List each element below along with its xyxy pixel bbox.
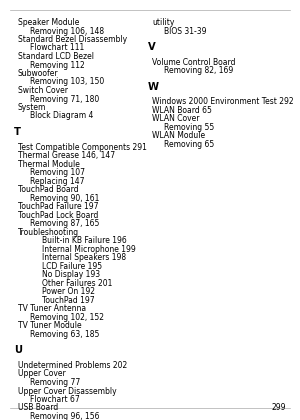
Text: Removing 82, 169: Removing 82, 169	[164, 66, 233, 75]
Text: LCD Failure 195: LCD Failure 195	[42, 262, 102, 271]
Text: Switch Cover: Switch Cover	[18, 86, 68, 95]
Text: System: System	[18, 103, 46, 112]
Text: Windows 2000 Environment Test 292: Windows 2000 Environment Test 292	[152, 97, 294, 107]
Text: TouchPad Failure 197: TouchPad Failure 197	[18, 202, 98, 211]
Text: Thermal Module: Thermal Module	[18, 160, 80, 169]
Text: Internal Microphone 199: Internal Microphone 199	[42, 245, 136, 254]
Text: Removing 87, 165: Removing 87, 165	[30, 219, 99, 228]
Text: Block Diagram 4: Block Diagram 4	[30, 111, 93, 121]
Text: USB Board: USB Board	[18, 404, 58, 412]
Text: TouchPad Lock Board: TouchPad Lock Board	[18, 211, 98, 220]
Text: Removing 96, 156: Removing 96, 156	[30, 412, 100, 420]
Text: Upper Cover Disassembly: Upper Cover Disassembly	[18, 386, 117, 396]
Text: WLAN Board 65: WLAN Board 65	[152, 106, 212, 115]
Text: Power On 192: Power On 192	[42, 287, 95, 296]
Text: Standard LCD Bezel: Standard LCD Bezel	[18, 52, 94, 61]
Text: V: V	[148, 42, 156, 52]
Text: W: W	[148, 82, 159, 92]
Text: T: T	[14, 127, 21, 137]
Text: Volume Control Board: Volume Control Board	[152, 58, 236, 67]
Text: TouchPad Board: TouchPad Board	[18, 185, 79, 194]
Text: Removing 112: Removing 112	[30, 60, 85, 69]
Text: utility: utility	[152, 18, 174, 27]
Text: Subwoofer: Subwoofer	[18, 69, 58, 78]
Text: Undetermined Problems 202: Undetermined Problems 202	[18, 361, 127, 370]
Text: Flowchart 111: Flowchart 111	[30, 44, 84, 52]
Text: Built-in KB Failure 196: Built-in KB Failure 196	[42, 236, 127, 245]
Text: Removing 71, 180: Removing 71, 180	[30, 94, 99, 103]
Text: TV Tuner Module: TV Tuner Module	[18, 321, 82, 330]
Text: Removing 90, 161: Removing 90, 161	[30, 194, 99, 203]
Text: Removing 55: Removing 55	[164, 123, 214, 132]
Text: Removing 77: Removing 77	[30, 378, 80, 387]
Text: Speaker Module: Speaker Module	[18, 18, 80, 27]
Text: Flowchart 67: Flowchart 67	[30, 395, 80, 404]
Text: Standard Bezel Disassembly: Standard Bezel Disassembly	[18, 35, 127, 44]
Text: TV Tuner Antenna: TV Tuner Antenna	[18, 304, 86, 313]
Text: 299: 299	[272, 403, 286, 412]
Text: TouchPad 197: TouchPad 197	[42, 296, 94, 305]
Text: WLAN Module: WLAN Module	[152, 131, 205, 141]
Text: Internal Speakers 198: Internal Speakers 198	[42, 253, 126, 262]
Text: Removing 65: Removing 65	[164, 140, 214, 149]
Text: No Display 193: No Display 193	[42, 270, 100, 279]
Text: Thermal Grease 146, 147: Thermal Grease 146, 147	[18, 151, 115, 160]
Text: U: U	[14, 345, 22, 355]
Text: Removing 63, 185: Removing 63, 185	[30, 330, 99, 339]
Text: Troubleshooting: Troubleshooting	[18, 228, 79, 237]
Text: Removing 106, 148: Removing 106, 148	[30, 26, 104, 36]
Text: Removing 107: Removing 107	[30, 168, 85, 177]
Text: WLAN Cover: WLAN Cover	[152, 115, 200, 123]
Text: Upper Cover: Upper Cover	[18, 370, 66, 378]
Text: Other Failures 201: Other Failures 201	[42, 279, 112, 288]
Text: BIOS 31-39: BIOS 31-39	[164, 26, 206, 36]
Text: Test Compatible Components 291: Test Compatible Components 291	[18, 143, 147, 152]
Text: Replacing 147: Replacing 147	[30, 177, 85, 186]
Text: Removing 102, 152: Removing 102, 152	[30, 313, 104, 322]
Text: Removing 103, 150: Removing 103, 150	[30, 78, 104, 87]
